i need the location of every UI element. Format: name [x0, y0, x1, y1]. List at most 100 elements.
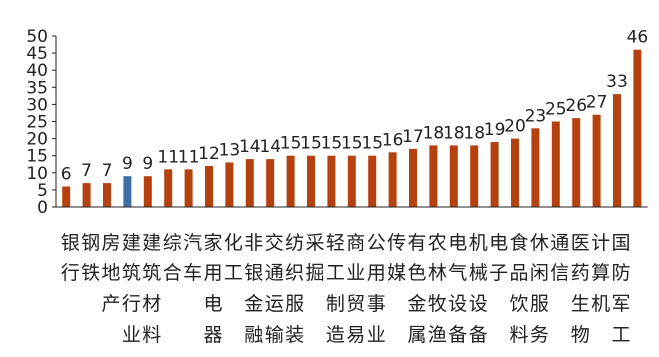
x-tick-label: 品	[509, 262, 528, 284]
x-tick-label: 输	[265, 324, 284, 346]
bar	[409, 148, 417, 207]
data-label: 27	[586, 93, 608, 113]
x-tick-label: 公	[367, 232, 386, 254]
bar	[470, 145, 479, 207]
data-label: 11	[157, 147, 179, 167]
x-tick-label: 国	[611, 232, 630, 254]
x-tick-label: 地	[101, 262, 120, 284]
x-tick-label: 掘	[305, 262, 324, 284]
bar	[551, 121, 560, 207]
x-tick-label: 备	[448, 324, 467, 346]
bar	[82, 183, 91, 207]
x-tick-label: 铁	[81, 262, 100, 284]
bar	[205, 166, 213, 207]
data-label: 7	[102, 161, 113, 181]
bar	[327, 155, 336, 207]
x-tick-label: 纺	[285, 232, 304, 254]
x-tick-label: 用	[367, 262, 386, 284]
y-tick-label: 25	[26, 113, 48, 133]
data-label: 15	[280, 134, 302, 154]
x-tick-label: 服	[530, 293, 549, 315]
y-tick-label: 10	[26, 164, 48, 184]
x-tick-label: 汽	[183, 232, 202, 254]
y-tick-label: 15	[26, 147, 48, 167]
x-tick-label: 工	[224, 262, 243, 284]
data-label: 14	[239, 137, 261, 157]
x-tick-label: 防	[611, 262, 630, 284]
data-label: 19	[484, 120, 506, 140]
bar	[368, 155, 377, 207]
bar	[388, 152, 397, 207]
x-tick-label: 服	[285, 293, 304, 315]
x-tick-label: 信	[550, 262, 569, 284]
x-tick-label: 贸	[346, 293, 365, 315]
x-tick-label: 医	[571, 232, 590, 254]
bar	[490, 142, 499, 207]
x-tick-label: 子	[489, 262, 508, 284]
data-label: 18	[443, 123, 465, 143]
x-tick-label: 交	[265, 232, 284, 254]
y-tick-label: 40	[26, 61, 48, 81]
x-tick-label: 料	[509, 324, 528, 346]
x-tick-label: 属	[407, 324, 426, 346]
x-tick-label: 用	[203, 262, 222, 284]
x-tick-label: 建	[122, 232, 141, 254]
x-tick-label: 闲	[530, 262, 549, 284]
x-tick-label: 筑	[122, 262, 141, 284]
bar	[633, 49, 642, 208]
x-tick-label: 行	[61, 262, 80, 284]
x-tick-label: 银	[61, 232, 80, 254]
x-tick-label: 材	[142, 293, 161, 315]
x-tick-label: 金	[244, 293, 263, 315]
x-tick-label: 农	[428, 232, 447, 254]
x-tick-label: 设	[469, 293, 488, 315]
data-label: 18	[423, 123, 445, 143]
y-tick-label: 45	[26, 44, 48, 64]
bar	[62, 186, 71, 207]
x-tick-label: 务	[530, 324, 549, 346]
x-tick-label: 通	[265, 262, 284, 284]
x-tick-label: 设	[448, 293, 467, 315]
x-tick-label: 食	[509, 232, 528, 254]
x-tick-label: 综	[163, 232, 182, 254]
bar	[164, 169, 173, 207]
y-tick-label: 5	[37, 181, 48, 201]
x-tick-label: 业	[122, 324, 141, 346]
data-label: 6	[61, 165, 72, 185]
x-tick-label: 电	[448, 232, 467, 254]
x-tick-label: 钢	[81, 232, 100, 254]
x-tick-label: 筑	[142, 262, 161, 284]
bar	[592, 114, 601, 207]
data-label: 12	[198, 144, 220, 164]
bar	[531, 128, 540, 207]
x-tick-label: 织	[285, 262, 304, 284]
x-tick-label: 有	[407, 232, 426, 254]
data-label: 11	[178, 147, 200, 167]
x-tick-label: 车	[183, 262, 202, 284]
x-tick-label: 房	[101, 232, 120, 254]
x-tick-label: 通	[550, 232, 569, 254]
y-tick-label: 30	[26, 95, 48, 115]
data-label: 15	[321, 134, 343, 154]
bar	[245, 159, 254, 207]
x-tick-label: 电	[489, 232, 508, 254]
data-label: 46	[627, 28, 649, 48]
x-tick-label: 采	[305, 232, 324, 254]
x-tick-label: 造	[326, 324, 345, 346]
y-tick-label: 0	[37, 198, 48, 218]
x-tick-label: 药	[571, 262, 590, 284]
x-tick-label: 非	[244, 232, 263, 254]
bar	[307, 155, 315, 207]
y-tick-label: 35	[26, 78, 48, 98]
x-tick-label: 金	[407, 293, 426, 315]
bar	[266, 159, 275, 207]
bar	[613, 94, 621, 207]
x-tick-label: 算	[591, 262, 610, 284]
x-tick-label: 械	[469, 262, 488, 284]
x-tick-label: 备	[469, 324, 488, 346]
x-tick-label: 牧	[428, 293, 447, 315]
bar	[143, 176, 152, 207]
x-tick-label: 电	[203, 293, 222, 315]
x-tick-label: 计	[591, 232, 610, 254]
